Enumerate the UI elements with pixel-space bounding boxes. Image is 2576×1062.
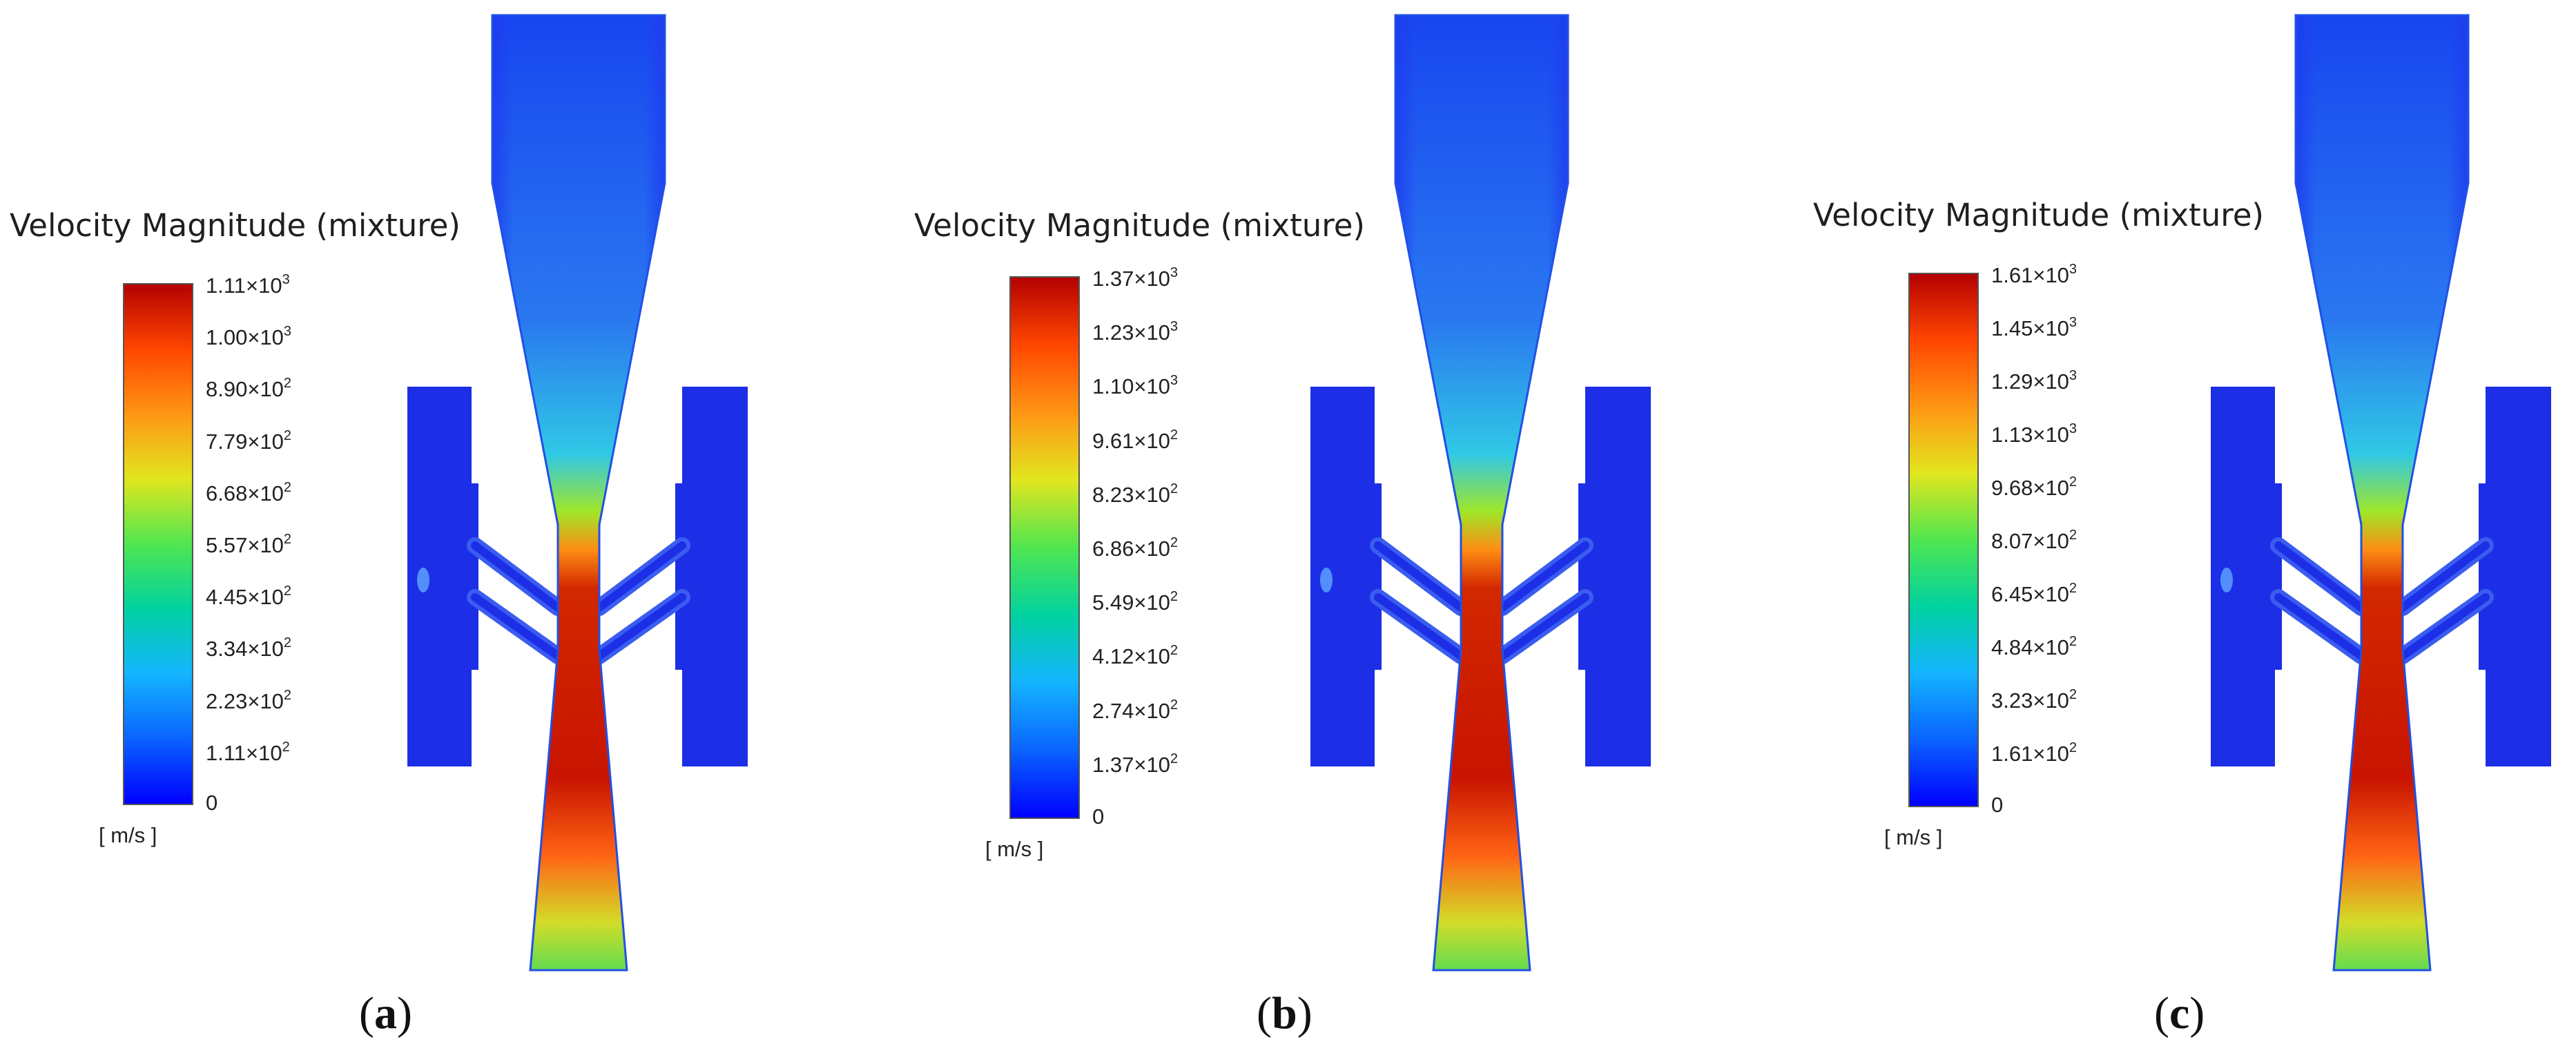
colorbar-tick-label: 0	[206, 791, 218, 815]
domain-shape	[471, 593, 562, 660]
colorbar-tick-label: 1.61×103	[1991, 262, 2078, 287]
colorbar-tick-label: 1.29×103	[1991, 368, 2078, 394]
legend-title: Velocity Magnitude (mixture)	[914, 207, 1365, 244]
colorbar-tick-label: 4.12×102	[1092, 643, 1179, 669]
colorbar-tick-label: 1.00×103	[206, 324, 292, 350]
domain-shape	[2274, 541, 2365, 612]
colorbar-tick-label: 1.10×103	[1092, 373, 1179, 399]
subfigure-caption: (c)	[2154, 988, 2205, 1039]
colorbar-tick-label: 8.07×102	[1991, 528, 2078, 553]
panel-b: Velocity Magnitude (mixture) 1.37×103 1.23…	[904, 0, 1763, 1062]
right-side-chamber	[2479, 387, 2551, 766]
left-side-chamber	[1310, 387, 1382, 766]
colorbar-tick-label: 1.23×103	[1092, 319, 1179, 345]
colorbar-tick-label: 6.45×102	[1991, 581, 2078, 606]
colorbar-tick-label: 1.11×103	[206, 272, 290, 298]
domain-shape	[2399, 593, 2490, 660]
colorbar-tick-label: 1.37×102	[1092, 751, 1179, 777]
domain-shape	[1374, 593, 1465, 660]
colorbar-tick-label: 7.79×102	[206, 427, 292, 454]
domain-shape	[2294, 14, 2470, 972]
domain-shape	[491, 14, 666, 972]
colorbar-tick-label: 1.11×102	[206, 739, 290, 765]
colorbar-tick-label: 4.84×102	[1991, 634, 2078, 659]
colorbar-tick-label: 4.45×102	[206, 583, 292, 610]
right-side-chamber	[675, 387, 748, 766]
unit-label: [ m/s ]	[1884, 825, 1943, 849]
colorbar-tick-label: 0	[1991, 793, 2004, 817]
left-side-chamber	[407, 387, 478, 766]
colorbar-tick-label: 8.23×102	[1092, 481, 1179, 507]
legend-title: Velocity Magnitude (mixture)	[10, 207, 461, 244]
colorbar-tick-label: 5.57×102	[206, 532, 292, 557]
colorbar	[123, 283, 193, 805]
colorbar-tick-label: 9.61×102	[1092, 427, 1179, 453]
domain-shape	[2220, 568, 2233, 592]
flow-domain-contour	[2211, 14, 2551, 972]
flow-domain-contour	[1310, 14, 1651, 972]
flow-domain-contour	[407, 14, 748, 972]
domain-shape	[1374, 541, 1465, 612]
colorbar-tick-label: 1.61×102	[1991, 740, 2078, 766]
domain-shape	[417, 568, 429, 592]
panel-a: Velocity Magnitude (mixture) 1.11×103 1.00…	[0, 0, 859, 1062]
right-side-chamber	[1578, 387, 1651, 766]
colorbar-tick-label: 6.86×102	[1092, 535, 1179, 561]
domain-shape	[2274, 593, 2365, 660]
domain-shape	[595, 541, 686, 612]
left-side-chamber	[2211, 387, 2282, 766]
domain-shape	[492, 15, 665, 970]
colorbar-tick-label: 1.37×103	[1092, 265, 1179, 291]
domain-shape	[1320, 568, 1333, 592]
colorbar-tick-label: 0	[1092, 804, 1105, 829]
domain-shape	[595, 593, 686, 660]
unit-label: [ m/s ]	[985, 837, 1044, 861]
colorbar-tick-label: 3.34×102	[206, 635, 292, 662]
colorbar-tick-label: 9.68×102	[1991, 474, 2078, 500]
domain-shape	[471, 541, 562, 612]
domain-shape	[1498, 541, 1589, 612]
colorbar-tick-label: 1.45×103	[1991, 315, 2078, 340]
panel-c: Velocity Magnitude (mixture) 1.61×103 1.45…	[1803, 0, 2576, 1062]
colorbar-tick-label: 5.49×102	[1092, 589, 1179, 615]
domain-shape	[1395, 15, 1568, 970]
colorbar	[1009, 276, 1080, 819]
domain-shape	[1394, 14, 1569, 972]
subfigure-caption: (a)	[359, 988, 412, 1039]
unit-label: [ m/s ]	[99, 823, 157, 847]
colorbar-tick-label: 2.74×102	[1092, 697, 1179, 723]
domain-shape	[2399, 541, 2490, 612]
colorbar	[1908, 273, 1979, 807]
colorbar-tick-label: 1.13×103	[1991, 421, 2078, 447]
legend-title: Velocity Magnitude (mixture)	[1813, 197, 2264, 233]
domain-shape	[1498, 593, 1589, 660]
colorbar-tick-label: 6.68×102	[206, 479, 292, 505]
colorbar-tick-label: 8.90×102	[206, 376, 292, 402]
domain-shape	[2296, 15, 2468, 970]
subfigure-caption: (b)	[1257, 988, 1313, 1039]
colorbar-tick-label: 2.23×102	[206, 687, 292, 713]
colorbar-tick-label: 3.23×102	[1991, 687, 2078, 713]
